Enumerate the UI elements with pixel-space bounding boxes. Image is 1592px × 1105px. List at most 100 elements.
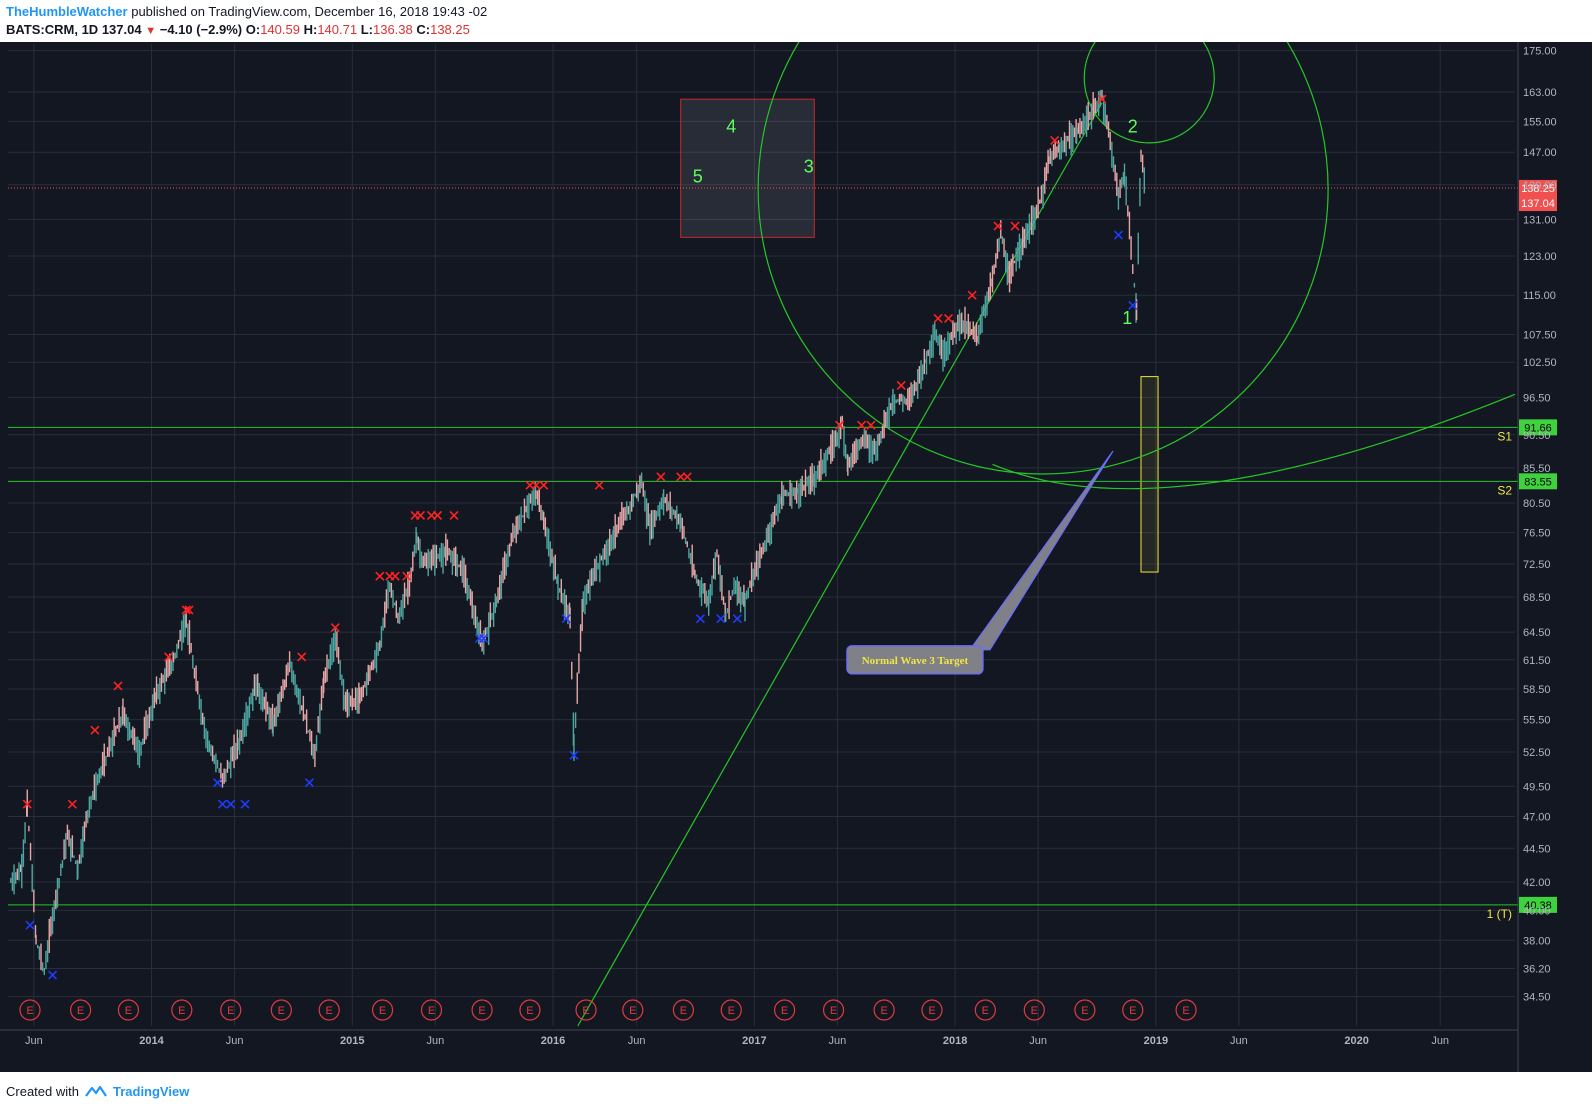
earnings-badge [1074,999,1096,1021]
y-tick-label: 175.00 [1523,46,1557,58]
y-tick-label: 47.00 [1523,811,1551,823]
sell-signal-marker-stroke [594,480,604,490]
earnings-badge [921,999,943,1021]
tradingview-brand[interactable]: TradingView [112,1083,190,1099]
price-chart[interactable]: 91.66 S1 83.55 S2 40.38 1 (T) 138.25 137.04 4 5 3… [0,42,1592,1072]
sell-signal-marker-stroke [993,221,1003,231]
earnings-badge [1175,999,1197,1021]
sell-signal-marker [676,472,686,482]
sell-signal-marker-stroke [432,510,443,520]
buy-signal-marker-stroke [226,799,236,809]
level-price-tag [1519,419,1557,436]
y-tick-label: 85.50 [1523,463,1551,475]
buy-signal-marker [1113,230,1124,240]
earnings-label: E [1081,1005,1088,1017]
buy-signal-marker [240,799,250,809]
buy-signal-marker-stroke [240,799,250,809]
sell-signal-marker [896,380,906,390]
buy-signal-marker-stroke [47,970,58,980]
buy-signal-marker-stroke [25,920,35,930]
symbol-header: BATS:CRM, 1D 137.04 ▼ −4.10 (−2.9%) O:14… [6,22,470,40]
y-tick-label: 40.00 [1523,905,1551,917]
level-label: S2 [1497,483,1512,497]
earnings-label: E [26,1005,33,1017]
earnings-label: E [728,1005,735,1017]
sell-signal-marker [113,681,123,691]
y-tick-label: 147.00 [1523,147,1557,159]
y-tick-label: 61.50 [1523,655,1551,667]
earnings-badge [974,999,996,1021]
sell-signal-marker-stroke [375,571,385,581]
wave-labels: 4 5 3 2 1 [693,117,1138,328]
down-arrow-icon: ▼ [145,25,157,37]
x-tick-label: Jun [226,1035,244,1047]
y-tick-label: 131.00 [1523,214,1557,226]
buy-signal-marker [226,799,236,809]
sell-signal-marker-stroke [164,652,174,662]
wave-count-label: 1 [1122,308,1132,328]
sell-signal-marker-stroke [682,472,692,482]
sell-signal-marker [432,510,443,520]
sell-signal-marker [682,472,692,482]
sell-signal-marker [656,472,666,482]
y-tick-label: 68.50 [1523,592,1551,604]
footer: Created with TradingView [6,1080,189,1102]
earnings-label: E [278,1005,285,1017]
sell-signal-marker-stroke [67,799,77,809]
sell-signal-marker-stroke [390,571,400,581]
high-label: H: [303,22,318,37]
sell-signal-marker [866,420,876,430]
earnings-badge [575,999,597,1021]
x-tick-label: Jun [829,1035,847,1047]
published-text: published on TradingView.com, December 1… [131,4,488,19]
earnings-badge [773,999,796,1021]
sell-signal-marker-stroke [857,420,867,430]
low-label: L: [360,22,373,37]
horizontal-levels: 91.66 S1 83.55 S2 40.38 1 (T) 138.25 137.04 [8,179,1557,921]
sell-signal-marker [835,420,845,430]
buy-signal-marker-stroke [561,614,571,624]
y-tick-label: 34.50 [1523,992,1551,1004]
earnings-badge [171,999,193,1021]
earnings-badge [420,999,443,1021]
buy-signal-marker [561,614,571,624]
wave-count-label: 4 [726,117,736,137]
sell-signal-marker-stroke [297,652,307,662]
sell-signal-marker-stroke [967,290,977,300]
sell-signal-marker-stroke [531,480,541,490]
fib-circle-large [757,42,1329,475]
sell-signal-marker-stroke [90,725,100,735]
level-price-text: 40.38 [1524,900,1552,912]
sell-signal-marker [297,652,307,662]
last-price: 137.04 [101,22,142,37]
sell-signal-marker-stroke [402,571,412,581]
earnings-badge [519,999,541,1021]
author-link[interactable]: TheHumbleWatcher [6,4,128,19]
x-tick-label: Jun [1431,1035,1449,1047]
earnings-label: E [326,1005,333,1017]
y-tick-label: 44.50 [1523,843,1551,855]
high-value: 140.71 [317,22,358,37]
earnings-badge [318,999,340,1021]
price-tag [1519,195,1557,212]
sell-signal-marker-stroke [449,510,459,520]
sell-signal-marker [375,571,385,581]
earnings-label: E [928,1005,935,1017]
earnings-label: E [178,1005,185,1017]
earnings-badge [672,999,695,1021]
wave-count-label: 5 [693,167,703,187]
close-value: 138.25 [430,22,470,37]
x-tick-label: 2018 [943,1035,967,1047]
earnings-label: E [478,1005,485,1017]
sell-signal-marker [390,571,400,581]
earnings-badge [622,999,644,1021]
buy-signal-marker-stroke [732,614,742,624]
wave-count-label: 2 [1128,117,1138,137]
y-tick-label: 76.50 [1523,528,1551,540]
earnings-badge [270,999,292,1021]
signal-markers [22,94,1138,980]
x-tick-label: Jun [1230,1035,1248,1047]
earnings-label: E [781,1005,788,1017]
y-tick-label: 115.00 [1523,290,1556,302]
y-tick-label: 49.50 [1523,781,1551,793]
